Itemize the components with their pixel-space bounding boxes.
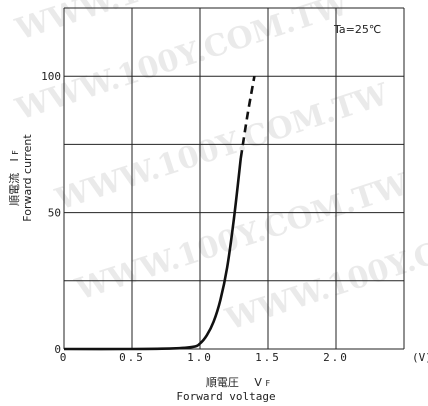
x-label-symbol-sub: F: [265, 379, 270, 388]
tick-labels: 0 0.5 1.0 1.5 2.0 0 50 100: [41, 70, 349, 364]
x-tick-label: 1.5: [255, 351, 281, 364]
y-axis-label: 順電流 I F Forward current: [7, 134, 34, 222]
y-tick-label: 0: [54, 343, 61, 356]
annotation-ta: Ta=25℃: [333, 23, 381, 36]
x-tick-label: 0: [60, 351, 69, 364]
plot-area: [63, 75, 256, 351]
y-label-jp: 順電流: [7, 173, 21, 206]
svg-text:順電流 I F: 順電流 I F: [7, 150, 21, 206]
x-unit-label: (V): [412, 351, 428, 364]
x-tick-label: 1.0: [187, 351, 213, 364]
y-tick-label: 100: [41, 70, 61, 83]
series-line-dashed: [239, 75, 256, 159]
y-label-en: Forward current: [21, 134, 34, 222]
y-label-symbol: I: [8, 158, 21, 161]
y-label-symbol-sub: F: [11, 150, 20, 155]
y-tick-label: 50: [48, 207, 61, 220]
x-label-symbol: V: [254, 376, 262, 389]
x-tick-label: 0.5: [119, 351, 145, 364]
x-label-en: Forward voltage: [176, 390, 275, 403]
x-label-line1: 順電圧 V F: [206, 376, 271, 389]
x-label-jp: 順電圧: [206, 376, 239, 389]
watermark-layer: WWW.100Y.COM.TWWWW.100Y.COM.TWWWW.100Y.C…: [11, 0, 428, 338]
series-line-solid: [63, 157, 243, 351]
x-tick-label: 2.0: [323, 351, 349, 364]
